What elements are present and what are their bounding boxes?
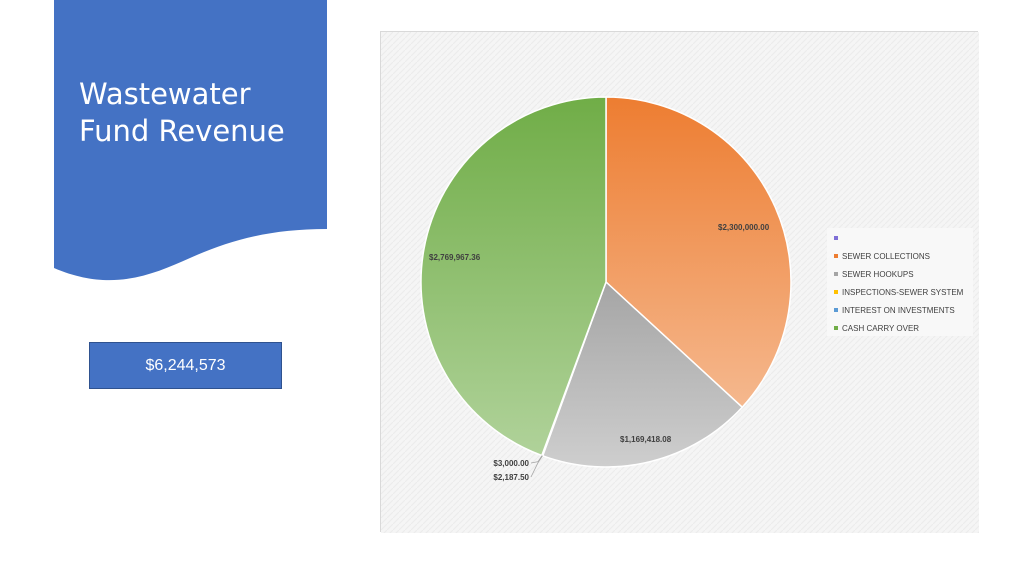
- legend-item: INSPECTIONS-SEWER SYSTEM: [834, 286, 963, 298]
- legend-swatch: [834, 308, 838, 312]
- legend-item: INTEREST ON INVESTMENTS: [834, 304, 955, 316]
- slide-title-line1: Wastewater: [79, 77, 251, 111]
- legend-label: SEWER HOOKUPS: [842, 269, 914, 279]
- data-label: $2,300,000.00: [718, 223, 770, 232]
- leader-line: [530, 455, 543, 464]
- legend-label: INTEREST ON INVESTMENTS: [842, 305, 955, 315]
- legend-swatch: [834, 326, 838, 330]
- total-amount-text: $6,244,573: [145, 356, 226, 374]
- leader-line: [530, 455, 543, 478]
- total-amount-box: $6,244,573: [89, 342, 282, 389]
- data-label: $3,000.00: [493, 459, 529, 468]
- data-label: $2,187.50: [493, 473, 529, 482]
- data-label: $2,769,967.36: [429, 253, 481, 262]
- slide-title-line2: Fund Revenue: [79, 114, 285, 148]
- title-panel: Wastewater Fund Revenue: [0, 0, 327, 290]
- legend-label: CASH CARRY OVER: [842, 323, 920, 333]
- legend-swatch: [834, 236, 838, 240]
- legend-item: SEWER COLLECTIONS: [834, 250, 930, 262]
- pie-slice-cash-carry-over: [420, 96, 607, 457]
- legend-item: [834, 232, 842, 244]
- legend-swatch: [834, 254, 838, 258]
- legend-label: INSPECTIONS-SEWER SYSTEM: [842, 287, 964, 297]
- legend-swatch: [834, 272, 838, 276]
- legend-label: SEWER COLLECTIONS: [842, 251, 931, 261]
- legend-item: CASH CARRY OVER: [834, 322, 919, 334]
- slide-title: Wastewater Fund Revenue: [79, 76, 319, 150]
- pie-slice-sewer-hookups: [541, 280, 744, 468]
- data-label: $1,169,418.08: [620, 435, 672, 444]
- pie-slice-sewer-collections: [605, 96, 792, 409]
- legend-item: SEWER HOOKUPS: [834, 268, 914, 280]
- legend-swatch: [834, 290, 838, 294]
- chart-legend: SEWER COLLECTIONS SEWER HOOKUPS INSPECTION…: [827, 228, 973, 336]
- title-panel-shape: [54, 0, 327, 281]
